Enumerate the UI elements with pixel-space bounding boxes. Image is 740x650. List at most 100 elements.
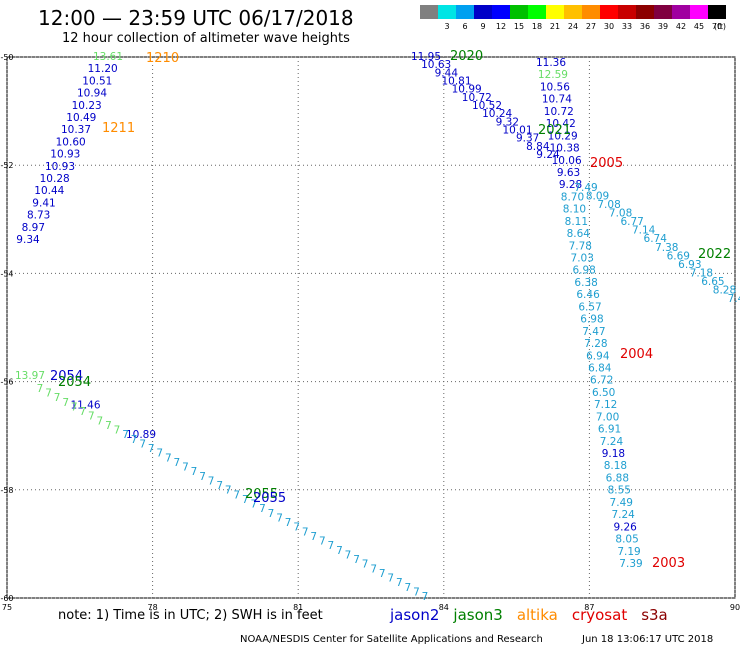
wave-height-tracks: 13.6111.2010.5110.9410.2310.4910.3710.60… [15, 51, 740, 603]
swh-value: 7.49 [610, 497, 633, 509]
swh-value: 10.38 [550, 143, 580, 155]
swh-value: 7.19 [617, 546, 640, 558]
track-id-label: 2020 [450, 49, 483, 64]
swh-value: 7.08 [597, 199, 620, 211]
swh-value: 10.89 [126, 429, 156, 441]
legend-jason3: jason3 [453, 606, 503, 624]
swh-value: 9.44 [435, 67, 459, 79]
swh-value: 8.18 [604, 460, 627, 472]
swh-value: 10.72 [462, 92, 492, 104]
colorbar-swatch [636, 5, 654, 19]
dense-track-glyph: 7 [276, 512, 283, 524]
colorbar-swatch [546, 5, 564, 19]
swh-value: 8.28 [713, 284, 736, 296]
dense-track-glyph: 7 [45, 388, 52, 400]
lat-tick-label: -58 [0, 486, 13, 495]
track-id-label: 2054 [50, 369, 83, 384]
dense-track-glyph: 7 [396, 577, 403, 589]
colorbar-swatch [654, 5, 672, 19]
legend-altika: altika [516, 606, 558, 624]
colorbar-swatch [672, 5, 690, 19]
dense-track-glyph: 7 [405, 582, 412, 594]
swh-value: 10.23 [72, 100, 102, 112]
dense-track-glyph: 7 [182, 462, 189, 474]
swh-value: 10.93 [45, 161, 75, 173]
credit-line: NOAA/NESDIS Center for Satellite Applica… [240, 634, 543, 645]
track-id-label: 2022 [698, 247, 731, 262]
swh-value: 13.61 [93, 51, 123, 63]
dense-track-glyph: 7 [122, 429, 129, 441]
dense-track-glyph: 7 [413, 586, 420, 598]
colorbar-swatch [420, 5, 438, 19]
track-id-label: 2055 [253, 491, 286, 506]
colorbar-label: 27 [585, 22, 597, 31]
swh-value: 8.64 [567, 228, 591, 240]
dense-track-glyph: 7 [345, 549, 352, 561]
swh-value: 10.49 [66, 112, 96, 124]
dense-track-glyph: 7 [97, 415, 104, 427]
swh-value: 6.74 [644, 233, 668, 245]
dense-track-glyph: 7 [242, 494, 249, 506]
dense-track-glyph: 7 [259, 503, 266, 515]
track-id-label: 2021 [538, 123, 571, 138]
dense-track-glyph: 7 [379, 568, 386, 580]
swh-value: 6.77 [620, 216, 643, 228]
dense-track-glyph: 7 [336, 545, 343, 557]
swh-value: 9.34 [16, 234, 40, 246]
swh-value: 7.24 [600, 436, 624, 448]
lat-tick-label: -54 [0, 269, 13, 278]
dense-track-glyph: 7 [208, 475, 215, 487]
swh-value: 6.84 [588, 362, 612, 374]
track-id-label: 2055 [245, 487, 278, 502]
colorbar-label: 15 [513, 22, 525, 31]
swh-value: 8.11 [565, 216, 588, 228]
swh-value: 10.99 [452, 84, 482, 96]
swh-value: 6.94 [586, 350, 610, 362]
dense-track-glyph: 7 [37, 383, 44, 395]
swh-value: 10.94 [77, 88, 107, 100]
lat-tick-label: -56 [0, 378, 13, 387]
dense-track-glyph: 7 [319, 536, 326, 548]
swh-value: 6.38 [574, 277, 597, 289]
swh-value: 11.95 [411, 51, 441, 63]
colorbar-swatch [438, 5, 456, 19]
swh-value: 9.28 [559, 179, 582, 191]
swh-value: 10.74 [542, 94, 572, 106]
lat-tick-label: -60 [0, 594, 13, 603]
dense-track-glyph: 7 [148, 443, 155, 455]
swh-value: 10.81 [441, 76, 471, 88]
dense-track-glyph: 7 [71, 401, 78, 413]
colorbar-swatch [510, 5, 528, 19]
dense-track-glyph: 7 [62, 397, 69, 409]
lat-tick-label: -50 [0, 53, 13, 62]
swh-value: 7.78 [569, 240, 592, 252]
swh-value: 6.72 [590, 375, 613, 387]
lon-tick-label: 81 [293, 603, 303, 612]
swh-value: 6.69 [667, 250, 690, 262]
colorbar-label: 18 [531, 22, 543, 31]
dense-track-glyph: 7 [131, 434, 138, 446]
swh-value: 10.24 [482, 108, 512, 120]
swh-value: 7.38 [655, 242, 678, 254]
swh-value: 8.09 [586, 191, 609, 203]
colorbar-label: 21 [549, 22, 561, 31]
dense-track-glyph: 7 [225, 485, 232, 497]
swh-value: 9.18 [602, 448, 625, 460]
dense-track-glyph: 7 [353, 554, 360, 566]
track-id-label: 1210 [146, 51, 179, 66]
swh-value: 6.65 [701, 276, 724, 288]
track-id-label: 2003 [652, 556, 685, 571]
swh-value: 12.59 [538, 69, 568, 81]
swh-value: 6.88 [606, 472, 629, 484]
colorbar-label: 39 [657, 22, 669, 31]
swh-value: 11.36 [536, 57, 566, 69]
satellite-legend: jason2 jason3 altika cryosat s3a [390, 606, 682, 624]
colorbar-swatch [600, 5, 618, 19]
colorbar-label: 24 [567, 22, 579, 31]
colorbar-unit: (ft) [714, 22, 727, 31]
swh-value: 10.06 [552, 155, 582, 167]
swh-value: 10.01 [502, 125, 532, 137]
swh-value: 9.63 [557, 167, 580, 179]
swh-value: 8.55 [608, 485, 631, 497]
swh-value: 7.39 [619, 558, 642, 570]
